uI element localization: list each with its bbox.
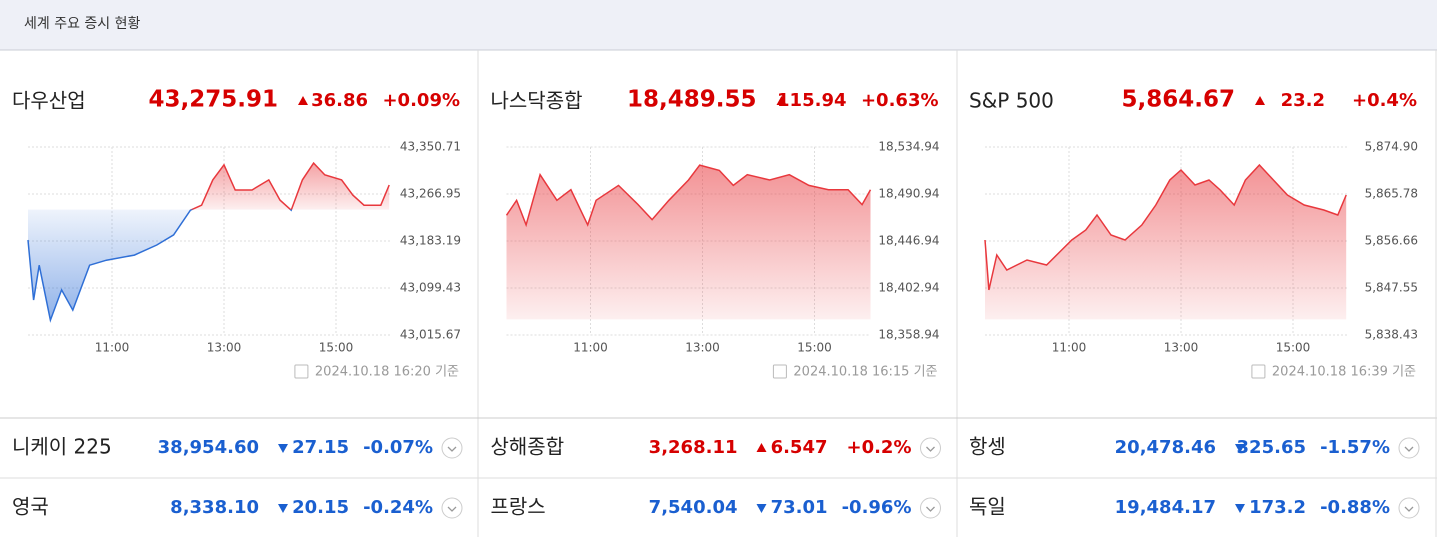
area	[28, 163, 390, 321]
index-name: 독일	[969, 495, 1006, 519]
change-arrow	[776, 96, 787, 105]
index-change: 173.2	[1249, 497, 1306, 518]
index-change-pct: +0.4%	[1352, 90, 1417, 111]
index-change: 23.2	[1281, 90, 1325, 111]
index-value: 38,954.60	[158, 437, 259, 458]
index-name: 영국	[12, 495, 49, 519]
area	[985, 165, 1347, 320]
y-tick-label: 43,350.71	[400, 140, 461, 154]
index-name: 다우산업	[12, 89, 86, 113]
y-tick-label: 43,099.43	[400, 281, 461, 295]
expand-chevron	[1404, 446, 1414, 452]
index-change: 73.01	[771, 497, 828, 518]
index-name: 나스닥종합	[491, 89, 583, 113]
index-change: 20.15	[292, 497, 349, 518]
index-change-pct: -0.07%	[363, 437, 433, 458]
expand-chevron	[447, 446, 457, 452]
change-arrow	[756, 504, 767, 513]
x-tick-label: 15:00	[1276, 341, 1311, 355]
expand-button[interactable]	[441, 437, 463, 459]
index-name: 항셍	[969, 435, 1006, 459]
change-arrow	[1235, 504, 1245, 513]
change-arrow	[278, 504, 288, 513]
index-change: 325.65	[1237, 437, 1306, 458]
expand-button[interactable]	[920, 497, 941, 519]
expand-chevron	[926, 506, 935, 512]
clock-icon	[294, 364, 309, 379]
y-tick-label: 5,856.66	[1365, 234, 1418, 248]
header-bar	[0, 0, 1437, 50]
x-tick-label: 11:00	[1052, 341, 1087, 355]
index-value: 20,478.46	[1115, 437, 1216, 458]
y-tick-label: 5,838.43	[1365, 328, 1418, 342]
y-tick-label: 18,402.94	[878, 281, 939, 295]
index-change-pct: +0.63%	[861, 90, 939, 111]
index-value: 7,540.04	[649, 497, 738, 518]
x-tick-label: 13:00	[685, 341, 720, 355]
change-arrow	[1235, 444, 1245, 453]
y-tick-label: 5,865.78	[1365, 187, 1418, 201]
y-tick-label: 43,015.67	[400, 328, 461, 342]
index-name: 프랑스	[491, 495, 546, 519]
index-value: 3,268.11	[649, 437, 738, 458]
index-name: 니케이 225	[12, 435, 112, 459]
index-change: 27.15	[292, 437, 349, 458]
y-tick-label: 18,534.94	[878, 140, 939, 154]
price-line	[27, 161, 390, 323]
x-tick-label: 13:00	[207, 341, 242, 355]
y-tick-label: 18,358.94	[878, 328, 939, 342]
x-tick-label: 15:00	[319, 341, 354, 355]
expand-button[interactable]	[1398, 497, 1420, 519]
clock-icon	[772, 364, 787, 379]
area	[506, 165, 871, 320]
timestamp: 2024.10.18 16:20 기준	[315, 365, 459, 380]
y-tick-label: 18,446.94	[878, 234, 939, 248]
index-change-pct: -0.96%	[842, 497, 912, 518]
index-value: 5,864.67	[1122, 87, 1236, 113]
index-value: 19,484.17	[1115, 497, 1216, 518]
index-change-pct: -1.57%	[1320, 437, 1390, 458]
index-change-pct: +0.2%	[846, 437, 911, 458]
index-name: S&P 500	[969, 89, 1054, 113]
x-tick-label: 11:00	[573, 341, 608, 355]
expand-chevron	[1404, 506, 1414, 512]
index-name: 상해종합	[491, 435, 565, 459]
index-change: 36.86	[311, 90, 368, 111]
change-arrow	[1255, 96, 1265, 105]
expand-chevron	[447, 506, 457, 512]
index-value: 8,338.10	[170, 497, 259, 518]
y-tick-label: 18,490.94	[878, 187, 939, 201]
y-tick-label: 5,874.90	[1365, 140, 1418, 154]
price-line	[984, 163, 1347, 291]
price-line	[505, 164, 872, 228]
change-arrow	[278, 444, 288, 453]
header-title: 세계 주요 증시 현황	[24, 16, 141, 32]
y-tick-label: 43,266.95	[400, 187, 461, 201]
index-change: 6.547	[771, 437, 828, 458]
timestamp: 2024.10.18 16:15 기준	[793, 365, 937, 380]
timestamp: 2024.10.18 16:39 기준	[1272, 365, 1416, 380]
index-change: 115.94	[777, 90, 846, 111]
clock-icon	[1251, 364, 1266, 379]
y-tick-label: 43,183.19	[400, 234, 461, 248]
expand-button[interactable]	[920, 437, 941, 459]
x-tick-label: 11:00	[95, 341, 130, 355]
expand-chevron	[926, 446, 935, 452]
index-change-pct: -0.88%	[1320, 497, 1390, 518]
index-change-pct: -0.24%	[363, 497, 433, 518]
change-arrow	[298, 96, 308, 105]
change-arrow	[756, 443, 767, 452]
expand-button[interactable]	[1398, 437, 1420, 459]
index-change-pct: +0.09%	[382, 90, 460, 111]
x-tick-label: 15:00	[797, 341, 832, 355]
index-value: 43,275.91	[149, 87, 279, 113]
x-tick-label: 13:00	[1164, 341, 1199, 355]
index-value: 18,489.55	[627, 87, 757, 113]
y-tick-label: 5,847.55	[1365, 280, 1418, 294]
expand-button[interactable]	[441, 497, 463, 519]
